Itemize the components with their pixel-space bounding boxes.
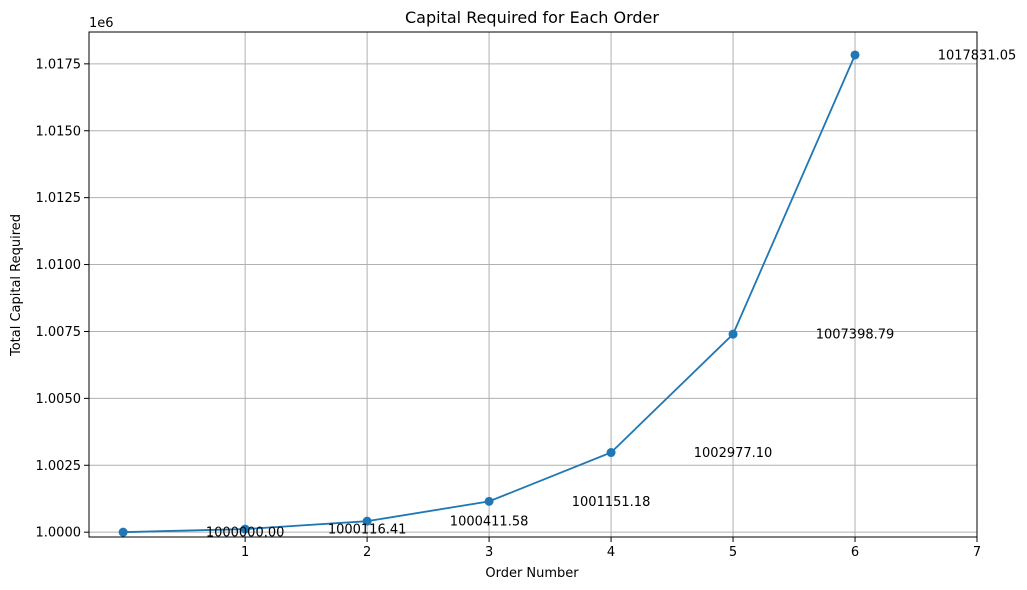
data-point	[850, 50, 860, 60]
data-labels: 1000000.00 1000116.41 1000411.58 1001151.18…	[206, 48, 1016, 540]
series-layer	[118, 50, 860, 537]
data-label: 1002977.10	[694, 446, 773, 461]
chart-title: Capital Required for Each Order	[405, 8, 659, 27]
x-tick-label: 1	[241, 545, 249, 560]
y-tick-label: 1.0125	[36, 191, 82, 206]
x-tick-label: 3	[485, 545, 493, 560]
x-tick-label: 4	[607, 545, 615, 560]
y-tick-label: 1.0150	[36, 124, 82, 139]
data-point	[484, 496, 494, 506]
y-tick-label: 1.0025	[36, 459, 82, 474]
data-point	[240, 524, 250, 534]
grid-lines	[89, 32, 978, 537]
data-label: 1000411.58	[450, 515, 529, 530]
data-point	[606, 448, 616, 458]
y-axis-label: Total Capital Required	[9, 214, 24, 357]
y-tick-label: 1.0000	[36, 526, 82, 541]
y-offset-label: 1e6	[89, 16, 114, 31]
data-label: 1000116.41	[328, 523, 407, 538]
data-point	[362, 516, 372, 526]
axis-ticks: 1 2 3 4 5 6 7 1.0000 1.0025 1.0050 1.0075 1.0100 1.0…	[36, 57, 982, 560]
plot-area-frame	[88, 31, 978, 538]
x-tick-label: 2	[363, 545, 371, 560]
x-axis-label: Order Number	[485, 566, 579, 581]
data-label: 1000000.00	[206, 526, 285, 541]
y-tick-label: 1.0050	[36, 392, 82, 407]
x-tick-label: 5	[729, 545, 737, 560]
y-tick-label: 1.0175	[36, 57, 82, 72]
x-tick-label: 7	[973, 545, 981, 560]
x-tick-label: 6	[851, 545, 859, 560]
data-point	[728, 329, 738, 339]
data-label: 1001151.18	[572, 495, 651, 510]
y-tick-label: 1.0075	[36, 325, 82, 340]
y-tick-label: 1.0100	[36, 258, 82, 273]
data-label: 1007398.79	[816, 328, 895, 343]
data-point	[118, 527, 128, 537]
